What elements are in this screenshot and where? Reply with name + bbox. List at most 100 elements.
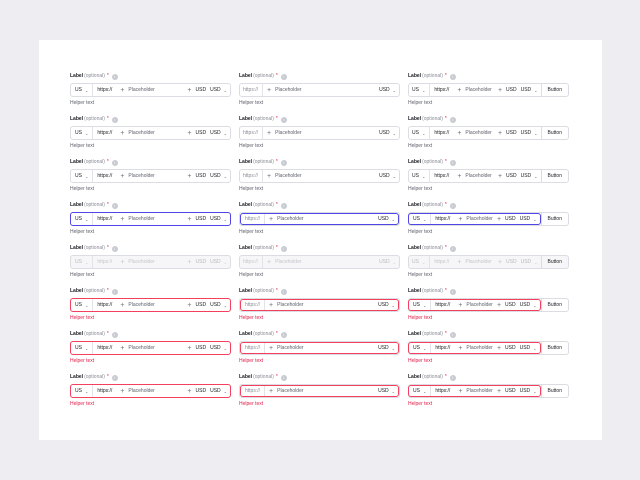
text-input[interactable]: US ⌄ https:// + Placeholder + USD USD ⌄ … (408, 384, 569, 398)
text-input[interactable]: https:// + Placeholder USD ⌄ (239, 255, 400, 269)
input-placeholder[interactable]: Placeholder (128, 216, 155, 222)
country-select[interactable]: US ⌄ (71, 299, 92, 311)
country-select[interactable]: US ⌄ (71, 213, 92, 225)
info-icon[interactable]: i (280, 116, 287, 123)
info-icon[interactable]: i (280, 288, 287, 295)
currency-select[interactable]: USD ⌄ (378, 214, 395, 224)
info-icon[interactable]: i (111, 202, 118, 209)
input-placeholder[interactable]: Placeholder (465, 259, 492, 265)
input-placeholder[interactable]: Placeholder (465, 130, 492, 136)
currency-select[interactable]: USD ⌄ (210, 213, 227, 225)
text-input[interactable]: US ⌄ https:// + Placeholder + USD USD ⌄ (70, 341, 231, 355)
text-input[interactable]: US ⌄ https:// + Placeholder + USD USD ⌄ (70, 169, 231, 183)
text-input[interactable]: US ⌄ https:// + Placeholder + USD USD ⌄ (70, 83, 231, 97)
input-placeholder[interactable]: Placeholder (277, 345, 304, 351)
info-icon[interactable]: i (111, 116, 118, 123)
text-input[interactable]: https:// + Placeholder USD ⌄ (239, 83, 400, 97)
input-placeholder[interactable]: Placeholder (128, 259, 155, 265)
input-placeholder[interactable]: Placeholder (275, 173, 302, 179)
text-input[interactable]: US ⌄ https:// + Placeholder + USD USD ⌄ … (408, 83, 569, 97)
currency-select[interactable]: USD ⌄ (520, 386, 537, 396)
input-placeholder[interactable]: Placeholder (128, 302, 155, 308)
info-icon[interactable]: i (280, 374, 287, 381)
currency-select[interactable]: USD ⌄ (521, 127, 538, 139)
input-placeholder[interactable]: Placeholder (465, 173, 492, 179)
text-input[interactable]: https:// + Placeholder USD ⌄ (239, 384, 400, 398)
currency-select[interactable]: USD ⌄ (520, 300, 537, 310)
text-input[interactable]: US ⌄ https:// + Placeholder + USD USD ⌄ (70, 298, 231, 312)
currency-select[interactable]: USD ⌄ (210, 84, 227, 96)
info-icon[interactable]: i (449, 374, 456, 381)
currency-select[interactable]: USD ⌄ (210, 299, 227, 311)
input-placeholder[interactable]: Placeholder (128, 87, 155, 93)
info-icon[interactable]: i (449, 202, 456, 209)
info-icon[interactable]: i (280, 159, 287, 166)
text-input[interactable]: US ⌄ https:// + Placeholder + USD USD ⌄ … (408, 126, 569, 140)
country-select[interactable]: US ⌄ (71, 342, 92, 354)
info-icon[interactable]: i (449, 245, 456, 252)
action-button[interactable]: Button (540, 256, 568, 268)
country-select[interactable]: US ⌄ (409, 300, 430, 310)
info-icon[interactable]: i (280, 73, 287, 80)
currency-select[interactable]: USD ⌄ (210, 385, 227, 397)
info-icon[interactable]: i (449, 331, 456, 338)
country-select[interactable]: US ⌄ (408, 127, 429, 139)
text-input[interactable]: US ⌄ https:// + Placeholder + USD USD ⌄ (70, 212, 231, 226)
text-input[interactable]: US ⌄ https:// + Placeholder + USD USD ⌄ … (408, 341, 569, 355)
currency-select[interactable]: USD ⌄ (379, 170, 396, 182)
country-select[interactable]: US ⌄ (409, 343, 430, 353)
input-placeholder[interactable]: Placeholder (275, 87, 302, 93)
currency-select[interactable]: USD ⌄ (521, 84, 538, 96)
action-button[interactable]: Button (540, 342, 568, 354)
action-button[interactable]: Button (540, 299, 568, 311)
country-select[interactable]: US ⌄ (408, 84, 429, 96)
action-button[interactable]: Button (540, 385, 568, 397)
info-icon[interactable]: i (280, 202, 287, 209)
currency-select[interactable]: USD ⌄ (379, 256, 396, 268)
input-placeholder[interactable]: Placeholder (277, 388, 304, 394)
info-icon[interactable]: i (449, 288, 456, 295)
info-icon[interactable]: i (111, 73, 118, 80)
currency-select[interactable]: USD ⌄ (521, 256, 538, 268)
text-input[interactable]: https:// + Placeholder USD ⌄ (239, 169, 400, 183)
text-input[interactable]: US ⌄ https:// + Placeholder + USD USD ⌄ (70, 255, 231, 269)
currency-select[interactable]: USD ⌄ (520, 343, 537, 353)
info-icon[interactable]: i (280, 331, 287, 338)
currency-select[interactable]: USD ⌄ (379, 127, 396, 139)
action-button[interactable]: Button (540, 127, 568, 139)
info-icon[interactable]: i (111, 245, 118, 252)
text-input[interactable]: US ⌄ https:// + Placeholder + USD USD ⌄ … (408, 169, 569, 183)
currency-select[interactable]: USD ⌄ (378, 300, 395, 310)
country-select[interactable]: US ⌄ (71, 385, 92, 397)
action-button[interactable]: Button (540, 170, 568, 182)
text-input[interactable]: US ⌄ https:// + Placeholder + USD USD ⌄ (70, 126, 231, 140)
text-input[interactable]: US ⌄ https:// + Placeholder + USD USD ⌄ (70, 384, 231, 398)
country-select[interactable]: US ⌄ (71, 170, 92, 182)
input-placeholder[interactable]: Placeholder (128, 173, 155, 179)
currency-select[interactable]: USD ⌄ (210, 170, 227, 182)
text-input[interactable]: US ⌄ https:// + Placeholder + USD USD ⌄ … (408, 255, 569, 269)
action-button[interactable]: Button (540, 213, 568, 225)
currency-select[interactable]: USD ⌄ (210, 127, 227, 139)
input-placeholder[interactable]: Placeholder (128, 345, 155, 351)
input-placeholder[interactable]: Placeholder (128, 130, 155, 136)
country-select[interactable]: US ⌄ (71, 84, 92, 96)
input-placeholder[interactable]: Placeholder (466, 216, 493, 222)
currency-select[interactable]: USD ⌄ (210, 342, 227, 354)
currency-select[interactable]: USD ⌄ (521, 170, 538, 182)
input-placeholder[interactable]: Placeholder (277, 216, 304, 222)
info-icon[interactable]: i (111, 374, 118, 381)
text-input[interactable]: https:// + Placeholder USD ⌄ (239, 126, 400, 140)
text-input[interactable]: US ⌄ https:// + Placeholder + USD USD ⌄ … (408, 212, 569, 226)
input-placeholder[interactable]: Placeholder (466, 345, 493, 351)
input-placeholder[interactable]: Placeholder (128, 388, 155, 394)
input-placeholder[interactable]: Placeholder (466, 388, 493, 394)
text-input[interactable]: https:// + Placeholder USD ⌄ (239, 212, 400, 226)
currency-select[interactable]: USD ⌄ (520, 214, 537, 224)
text-input[interactable]: https:// + Placeholder USD ⌄ (239, 298, 400, 312)
info-icon[interactable]: i (280, 245, 287, 252)
action-button[interactable]: Button (540, 84, 568, 96)
text-input[interactable]: US ⌄ https:// + Placeholder + USD USD ⌄ … (408, 298, 569, 312)
country-select[interactable]: US ⌄ (71, 256, 92, 268)
info-icon[interactable]: i (111, 331, 118, 338)
